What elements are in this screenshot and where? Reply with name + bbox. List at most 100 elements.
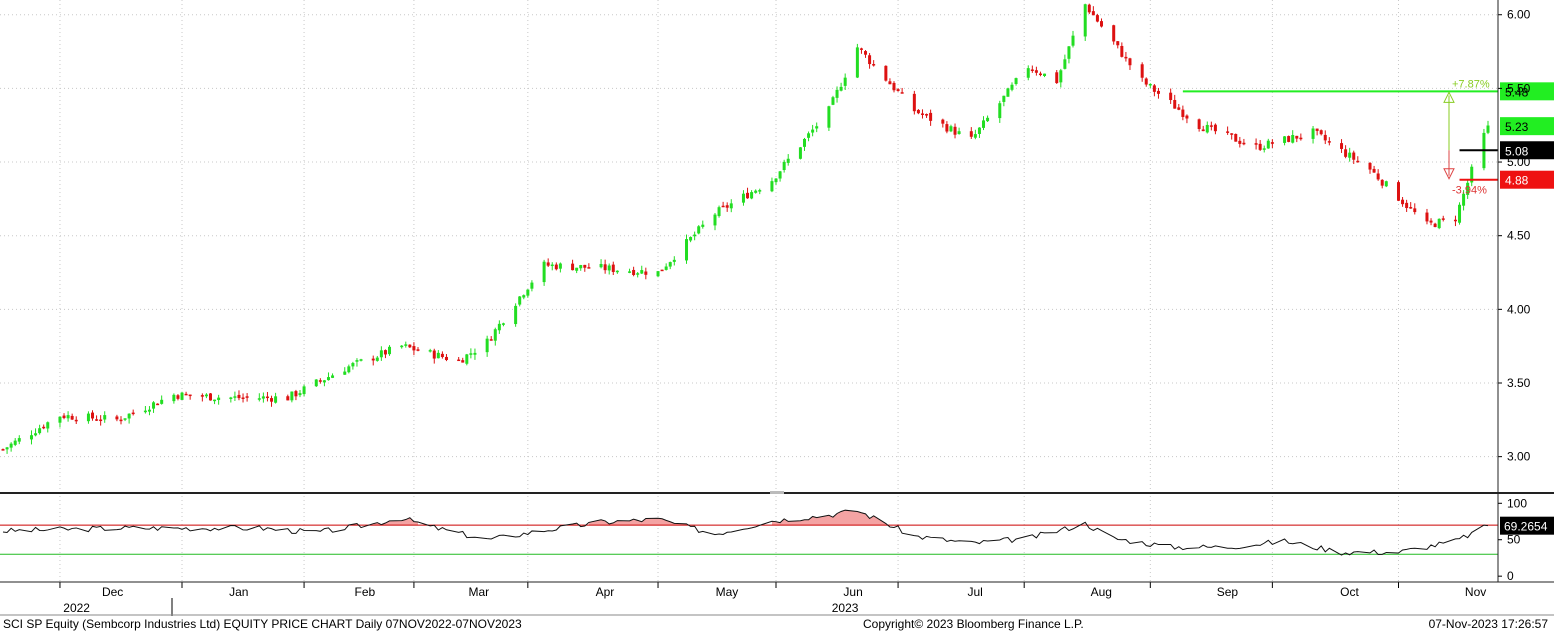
candle-down xyxy=(859,48,863,50)
candle-down xyxy=(916,109,920,114)
month-label: Apr xyxy=(596,585,615,599)
candle-down xyxy=(1226,131,1230,133)
candle-down xyxy=(1201,129,1205,132)
month-label: Oct xyxy=(1340,585,1359,599)
candle-up xyxy=(497,323,501,331)
candle-up xyxy=(811,129,815,133)
candle-up xyxy=(741,193,745,203)
candle-down xyxy=(444,356,448,361)
candle-up xyxy=(1486,125,1490,133)
candle-down xyxy=(184,393,188,396)
candle-up xyxy=(473,352,477,355)
month-label: Feb xyxy=(355,585,376,599)
candle-up xyxy=(831,97,835,105)
candle-down xyxy=(1169,92,1173,101)
candle-down xyxy=(603,264,607,271)
gridlines xyxy=(0,0,1498,582)
candle-up xyxy=(58,416,62,423)
candle-up xyxy=(9,443,13,448)
rsi-tick-label: 100 xyxy=(1507,496,1527,510)
candle-down xyxy=(1327,141,1331,143)
candle-up xyxy=(213,399,217,402)
candle-down xyxy=(245,396,249,398)
candle-down xyxy=(1352,152,1356,160)
upside-arrow-head xyxy=(1443,91,1455,103)
candle-down xyxy=(1,449,5,451)
candle-up xyxy=(465,354,469,364)
candle-up xyxy=(375,357,379,361)
candle-down xyxy=(1254,143,1258,145)
rsi-value-tag-bg xyxy=(1500,516,1554,535)
candle-up xyxy=(233,396,237,398)
candle-down xyxy=(489,339,493,341)
candle-up xyxy=(261,396,265,399)
candle-down xyxy=(953,126,957,135)
candle-down xyxy=(457,359,461,362)
candle-up xyxy=(379,350,383,358)
candle-down xyxy=(318,380,322,382)
candle-up xyxy=(347,366,351,373)
candle-up xyxy=(542,261,546,283)
reference-price-tag: 5.08 xyxy=(1505,144,1529,158)
candle-up xyxy=(522,295,526,298)
candle-down xyxy=(294,391,298,397)
candle-up xyxy=(217,397,221,401)
axes: 6.00 5.50 5.00 4.50 4.00 3.50 3.00 Dec Jan Feb Mar… xyxy=(0,0,1554,616)
price-tick-label: 4.50 xyxy=(1507,229,1531,243)
candle-up xyxy=(257,398,261,400)
price-tick-label: 6.00 xyxy=(1507,8,1531,22)
candle-down xyxy=(1270,142,1274,144)
candle-up xyxy=(298,393,302,396)
candle-down xyxy=(440,353,444,358)
upside-pct-label: +7.87% xyxy=(1452,78,1490,90)
candle-up xyxy=(355,360,359,362)
candle-up xyxy=(38,428,42,434)
candle-down xyxy=(644,271,648,275)
candle-up xyxy=(599,263,603,268)
rsi-overbought-fill xyxy=(771,510,886,526)
candle-down xyxy=(412,346,416,351)
candle-down xyxy=(1087,4,1091,13)
candle-up xyxy=(17,438,21,442)
candle-down xyxy=(1099,21,1103,27)
candle-down xyxy=(1112,25,1116,42)
candle-up xyxy=(34,433,38,436)
candle-up xyxy=(204,394,208,397)
candle-up xyxy=(172,394,176,402)
candle-down xyxy=(74,419,78,422)
candle-down xyxy=(1213,124,1217,132)
candle-up xyxy=(798,147,802,159)
price-tick-label: 5.00 xyxy=(1507,155,1531,169)
candle-down xyxy=(1144,78,1148,85)
candle-down xyxy=(1181,109,1185,117)
support-tag-bg xyxy=(1500,170,1554,189)
price-annotations: +7.87% -3.94% 5.48 5.23 5.08 4.88 xyxy=(1182,78,1554,197)
candle-up xyxy=(331,375,335,378)
candlestick-series xyxy=(1,3,1490,454)
month-label: Mar xyxy=(468,585,489,599)
month-label: Dec xyxy=(102,585,123,599)
price-tick-label: 3.00 xyxy=(1507,450,1531,464)
candle-down xyxy=(1095,15,1099,22)
candle-up xyxy=(701,224,705,227)
candle-up xyxy=(1384,181,1388,187)
candle-up xyxy=(1002,95,1006,102)
candle-down xyxy=(929,112,933,121)
candle-up xyxy=(86,413,90,422)
candle-down xyxy=(1034,70,1038,73)
price-tick-label: 5.50 xyxy=(1507,81,1531,95)
candle-up xyxy=(774,178,778,183)
candle-down xyxy=(1295,135,1299,139)
candle-up xyxy=(668,262,672,267)
month-label: Jul xyxy=(967,585,982,599)
candle-up xyxy=(388,346,392,355)
candle-up xyxy=(628,271,632,273)
candle-down xyxy=(571,263,575,271)
candle-up xyxy=(782,161,786,171)
candle-up xyxy=(1010,84,1014,90)
candle-up xyxy=(717,207,721,217)
candle-up xyxy=(1148,83,1152,86)
candle-up xyxy=(1026,68,1030,78)
candle-down xyxy=(115,416,119,420)
candle-down xyxy=(461,360,465,363)
